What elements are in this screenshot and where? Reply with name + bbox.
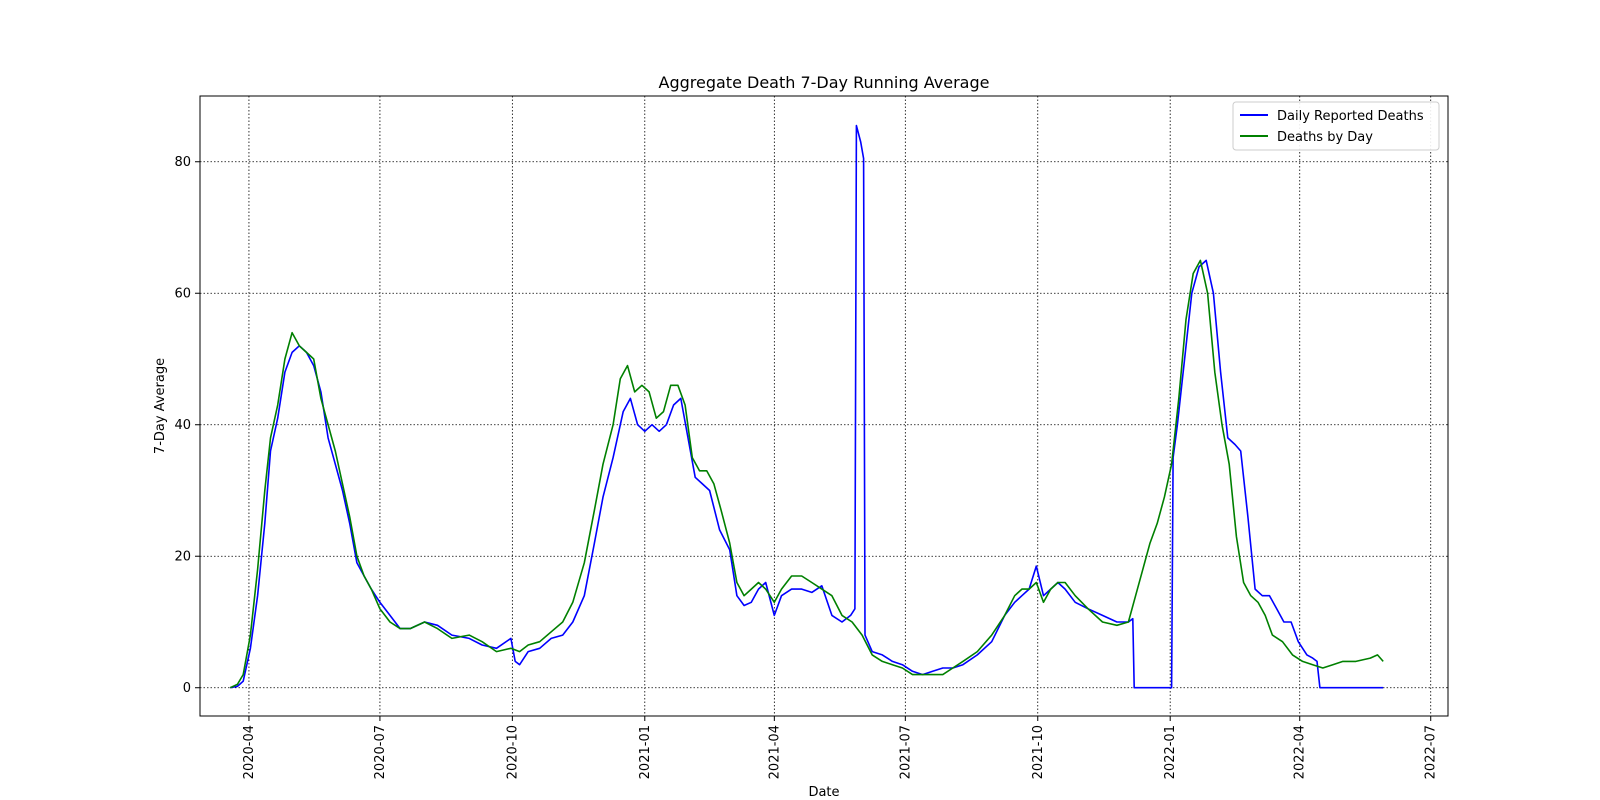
x-tick-label-2021-07: 2021-07 <box>898 725 913 779</box>
y-tick-label-80: 80 <box>174 155 191 170</box>
x-tick-label-2020-04: 2020-04 <box>242 725 257 779</box>
x-tick-label-2021-10: 2021-10 <box>1031 725 1046 779</box>
x-axis-label: Date <box>808 785 839 800</box>
x-axis-ticks: 2020-04 2020-07 2020-10 2021-01 2021-04 2021-… <box>242 716 1439 779</box>
x-tick-label-2021-01: 2021-01 <box>638 725 653 779</box>
x-tick-label-2020-10: 2020-10 <box>505 725 520 779</box>
series-line-deaths-by-day <box>229 259 1384 689</box>
x-tick-label-2021-04: 2021-04 <box>767 725 782 779</box>
plot-frame <box>199 95 1449 717</box>
x-tick-label-2020-07: 2020-07 <box>373 725 388 779</box>
series-lines <box>229 124 1384 689</box>
legend-label-daily-reported-deaths: Daily Reported Deaths <box>1277 109 1424 124</box>
series-line-daily-reported-deaths <box>230 124 1384 689</box>
legend-box <box>1232 101 1440 151</box>
y-tick-label-40: 40 <box>174 418 191 433</box>
grid-lines <box>200 96 1448 716</box>
x-tick-label-2022-04: 2022-04 <box>1293 725 1308 779</box>
legend-label-deaths-by-day: Deaths by Day <box>1277 130 1373 145</box>
y-axis-label: 7-Day Average <box>153 358 168 454</box>
y-tick-label-60: 60 <box>174 287 191 302</box>
y-tick-label-20: 20 <box>174 550 191 565</box>
y-axis-ticks: 0 20 40 60 80 <box>174 155 200 696</box>
x-tick-label-2022-07: 2022-07 <box>1424 725 1439 779</box>
chart-title: Aggregate Death 7-Day Running Average <box>659 73 990 92</box>
x-tick-label-2022-01: 2022-01 <box>1163 725 1178 779</box>
legend: Daily Reported Deaths Deaths by Day <box>1232 101 1440 151</box>
y-tick-label-0: 0 <box>183 681 191 696</box>
